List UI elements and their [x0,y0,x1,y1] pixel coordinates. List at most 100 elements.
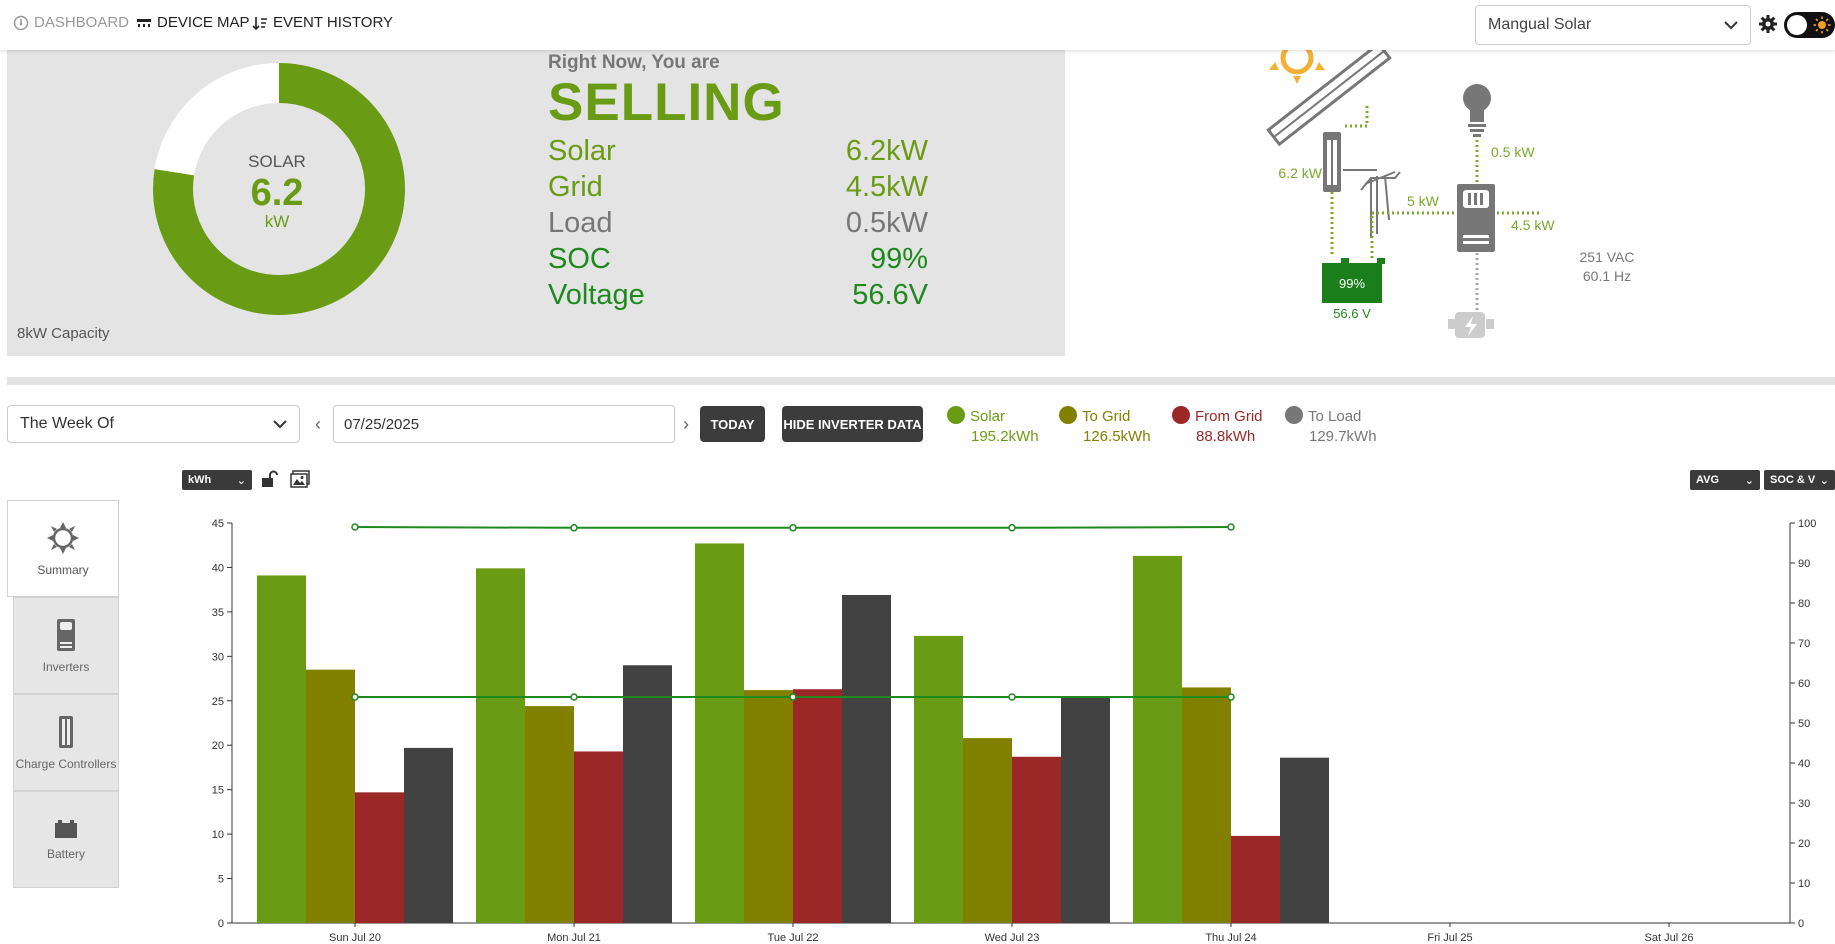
overlay-value: SOC & V [1770,474,1816,486]
unlock-icon[interactable] [260,470,278,488]
bar-solar [695,543,744,923]
load-kw-label: 0.5 kW [1491,144,1535,160]
unit-select[interactable]: kWh ⌄ [182,470,252,490]
stat-value: 6.2kW [845,135,928,167]
y2-tick-label: 50 [1798,718,1810,730]
x-tick-label: Mon Jul 21 [547,932,601,944]
stat-value: 56.6V [852,279,928,311]
range-select[interactable]: The Week Of [7,405,300,443]
date-input[interactable] [333,405,675,443]
next-date-button[interactable]: › [683,414,689,434]
point-voltage [1008,693,1016,701]
nav-dashboard[interactable]: DASHBOARD [13,14,129,31]
device-map-icon [137,18,151,27]
y2-tick-label: 20 [1798,838,1810,850]
bar-to-grid [744,690,793,923]
y-tick-label: 20 [212,740,224,752]
legend-dot [1285,406,1303,424]
stat-label: Load [548,207,613,239]
battery-voltage-label: 56.6 V [1333,306,1371,321]
legend-name: Solar [970,408,1006,425]
capacity-label: 8kW Capacity [17,325,110,342]
chevron-down-icon: ⌄ [1819,474,1829,487]
nav-event-history[interactable]: EVENT HISTORY [252,14,393,31]
image-export-icon[interactable] [290,470,310,488]
bar-to-grid [1182,687,1231,923]
overlay-select[interactable]: SOC & V ⌄ [1764,470,1835,490]
prev-date-button[interactable]: ‹ [315,414,321,434]
bar-from-grid [1012,756,1061,923]
point-voltage [351,693,359,701]
legend-name: To Grid [1082,408,1131,425]
bar-to-load [842,595,891,923]
summary-panel: SOLAR 6.2 kW 8kW Capacity Right Now, You… [7,50,1065,356]
sun-icon [47,521,79,554]
today-button[interactable]: TODAY [700,406,765,442]
bar-to-load [404,747,453,923]
tab-label: Battery [46,846,85,861]
legend-amount: 195.2kWh [971,428,1039,445]
legend-solar[interactable]: Solar 195.2kWh [947,406,1039,445]
tab-inverters[interactable]: Inverters [13,597,119,694]
stat-soc: SOC 99% [548,243,928,279]
aggregation-value: AVG [1696,474,1720,486]
legend-dot [1059,406,1077,424]
chevron-down-icon: ⌄ [1744,474,1754,487]
tab-battery[interactable]: Battery [13,791,119,888]
stat-label: Solar [548,135,616,167]
unit-select-value: kWh [188,474,212,486]
sun-icon [1269,50,1325,84]
point-soc [351,523,359,531]
stat-value: 4.5kW [845,171,928,203]
tab-label: Charge Controllers [15,756,117,771]
nav-device-map[interactable]: DEVICE MAP [136,14,250,31]
section-divider [7,377,1835,385]
point-soc [570,524,578,532]
tab-charge-controllers[interactable]: Charge Controllers [13,694,119,791]
legend-amount: 129.7kWh [1309,428,1377,445]
hide-inverter-data-button[interactable]: HIDE INVERTER DATA [782,406,923,442]
sun-theme-icon [1813,16,1831,34]
x-tick-label: Tue Jul 22 [768,932,819,944]
gear-icon[interactable] [1758,14,1778,34]
x-tick-label: Fri Jul 25 [1427,932,1472,944]
x-tick-label: Sat Jul 26 [1645,932,1694,944]
point-voltage [789,693,797,701]
battery-icon [1322,258,1385,303]
legend-from-grid[interactable]: From Grid 88.8kWh [1172,406,1263,445]
bar-to-grid [525,706,574,923]
legend-to-grid[interactable]: To Grid 126.5kWh [1059,406,1151,445]
event-history-icon [252,16,267,30]
stat-value: 0.5kW [845,207,928,239]
y2-tick-label: 100 [1798,518,1816,530]
theme-toggle[interactable] [1784,12,1835,38]
stat-voltage: Voltage 56.6V [548,279,928,315]
energy-bar-chart: 0 5 10 15 20 25 30 35 40 45 0 10 20 30 40 50 60 70 80 90 100… [212,518,1817,944]
top-bar: DASHBOARD DEVICE MAP EVENT HISTORY Mangu… [0,0,1835,50]
tab-summary[interactable]: Summary [7,500,119,597]
inverter-kw-label: 5 kW [1407,193,1440,209]
chevron-down-icon: ⌄ [236,474,246,487]
y-tick-label: 45 [212,518,224,530]
toggle-knob [1787,15,1807,35]
bar-solar [476,568,525,923]
legend-dot [1172,406,1190,424]
legend-to-load[interactable]: To Load 129.7kWh [1285,406,1377,445]
bar-from-grid [574,751,623,923]
bar-from-grid [1231,835,1280,923]
donut-unit: kW [264,212,290,231]
battery-soc-label: 99% [1339,276,1365,291]
bar-to-grid [306,669,355,923]
aggregation-select[interactable]: AVG ⌄ [1690,470,1760,490]
generator-icon [1448,312,1494,338]
site-select[interactable]: Mangual Solar [1475,5,1751,45]
bar-solar [914,635,963,923]
nav-device-map-label: DEVICE MAP [157,14,250,31]
legend-amount: 126.5kWh [1083,428,1151,445]
tab-label: Inverters [42,659,90,674]
inverter-icon [57,618,75,651]
status-title: SELLING [548,73,785,132]
chevron-down-icon [273,419,287,428]
y2-tick-label: 30 [1798,798,1810,810]
tab-label: Summary [37,562,89,577]
